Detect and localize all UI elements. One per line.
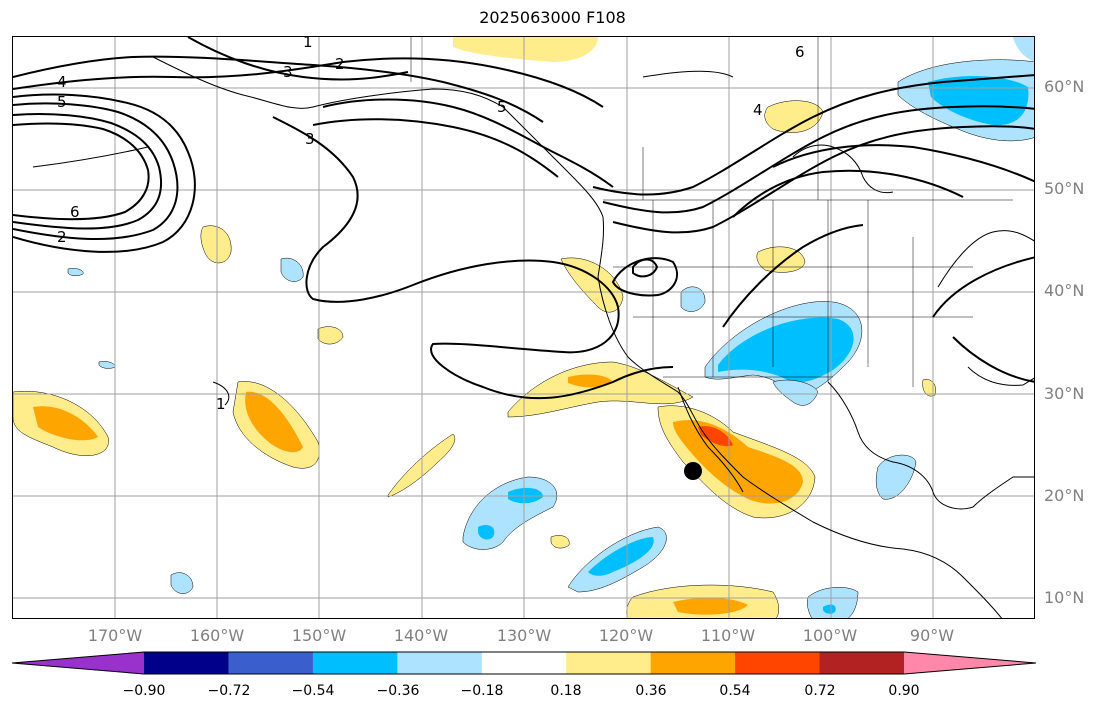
contour-label: 1 (216, 395, 226, 413)
graticule (13, 37, 1034, 618)
lat-label: 30°N (1044, 384, 1085, 403)
colorbar-outline (11, 651, 1037, 675)
colorbar-segment (144, 652, 229, 674)
colorbar-tick-label: 0.54 (719, 683, 751, 699)
coastlines (32, 56, 1034, 618)
colorbar-segment (650, 652, 736, 674)
contour-label: 1 (303, 37, 313, 51)
contour-lines (13, 37, 1034, 400)
lat-label: 50°N (1044, 179, 1085, 198)
colorbar-segment (312, 652, 398, 674)
lon-label: 150°W (291, 626, 347, 645)
lon-label: 90°W (909, 626, 955, 645)
contour-label: 3 (305, 130, 315, 148)
lon-label: 120°W (598, 626, 654, 645)
colorbar-segment (397, 652, 483, 674)
map-title: 2025063000 F108 (479, 8, 626, 27)
contour-label: 4 (753, 101, 763, 119)
negative-anomaly-shading (67, 37, 1034, 618)
location-marker (684, 462, 702, 480)
positive-anomaly-shading (13, 37, 936, 618)
colorbar-tick-label: −0.54 (291, 683, 335, 699)
map-panel: 1 2 3 4 5 6 2 3 4 5 6 1 4 5 6 (12, 36, 1035, 619)
lon-label: 110°W (700, 626, 756, 645)
contour-label-group: 1 2 3 4 5 6 2 3 4 5 6 1 4 5 6 (57, 37, 805, 413)
colorbar (11, 651, 1037, 675)
lat-label: 20°N (1044, 486, 1085, 505)
lon-label: 100°W (802, 626, 858, 645)
contour-label: 5 (57, 93, 67, 111)
lon-label: 160°W (189, 626, 245, 645)
lat-label: 60°N (1044, 77, 1085, 96)
colorbar-tick-label: 0.36 (635, 683, 667, 699)
colorbar-tick-label: −0.72 (207, 683, 251, 699)
colorbar-tick-label: −0.18 (460, 683, 504, 699)
colorbar-segment (481, 652, 567, 674)
map-canvas: 1 2 3 4 5 6 2 3 4 5 6 1 4 5 6 (13, 37, 1034, 618)
contour-label: 5 (497, 98, 507, 116)
colorbar-segment (819, 652, 905, 674)
colorbar-segments (11, 651, 1037, 675)
lat-label: 40°N (1044, 281, 1085, 300)
colorbar-tick-label: 0.18 (550, 683, 582, 699)
contour-label: 4 (57, 73, 67, 91)
colorbar-segment (228, 652, 314, 674)
colorbar-segment (735, 652, 821, 674)
colorbar-tick-label: 0.90 (888, 683, 920, 699)
lat-label: 10°N (1044, 588, 1085, 607)
lon-label: 130°W (496, 626, 552, 645)
contour-label: 2 (57, 228, 67, 246)
colorbar-tick-label: 0.72 (804, 683, 836, 699)
contour-label: 3 (283, 63, 293, 81)
contour-label: 6 (795, 43, 805, 61)
contour-label: 2 (335, 55, 345, 73)
colorbar-tick-label: −0.36 (376, 683, 420, 699)
lon-label: 170°W (87, 626, 143, 645)
colorbar-tick-label: −0.90 (122, 683, 166, 699)
colorbar-extend-max (904, 652, 1036, 674)
contour-label: 6 (70, 203, 80, 221)
lon-label: 140°W (393, 626, 449, 645)
colorbar-extend-min (12, 652, 144, 674)
colorbar-segment (566, 652, 652, 674)
